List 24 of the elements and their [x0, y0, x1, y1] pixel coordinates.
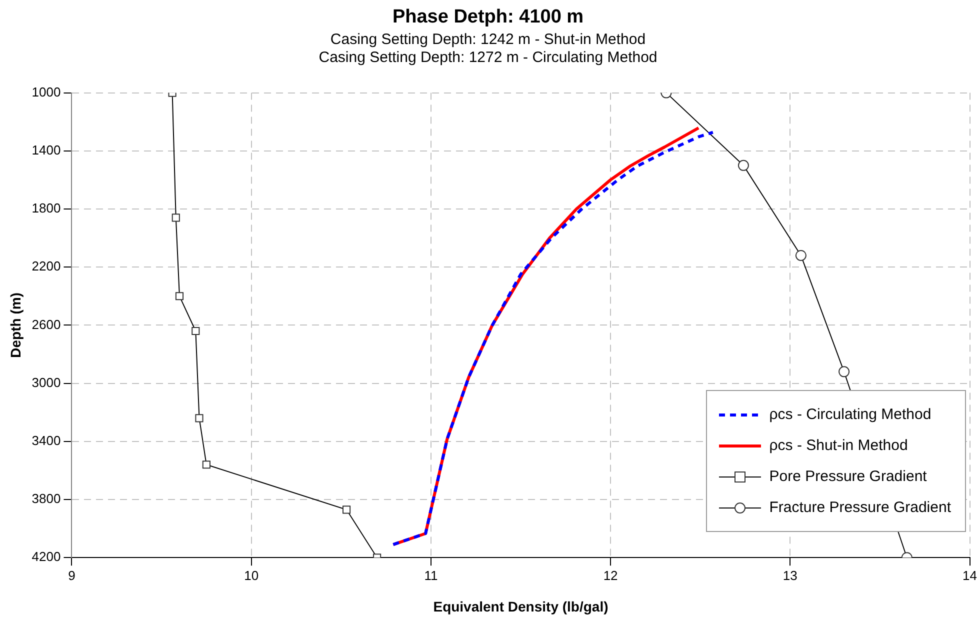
legend-label: ρcs - Circulating Method	[769, 406, 932, 423]
y-tick-label: 3000	[32, 374, 61, 390]
x-tick-label: 11	[424, 568, 438, 583]
x-tick-label: 9	[68, 568, 76, 583]
text: Casing Setting Depth: 1272 m - Circulating Method	[318, 48, 658, 66]
legend-label: Pore Pressure Gradient	[769, 468, 927, 485]
x-axis-title: Equivalent Density (lb/gal)	[433, 598, 608, 614]
chart-title: Phase Detph: 4100 m	[392, 6, 584, 28]
x-tick-label: 10	[244, 568, 259, 583]
text: Casing Setting Depth: 1242 m - Shut-in Method	[330, 30, 646, 48]
y-tick-label: 2600	[32, 316, 61, 332]
y-tick-label: 1400	[32, 142, 61, 158]
y-tick-label: 1000	[32, 84, 61, 100]
y-tick-label: 4200	[32, 549, 61, 564]
legend-label: Fracture Pressure Gradient	[769, 499, 951, 516]
x-tick-label: 14	[962, 568, 978, 583]
y-tick-label: 2200	[32, 258, 61, 274]
y-tick-label: 1800	[32, 200, 61, 216]
x-tick-label: 13	[782, 568, 798, 583]
y-tick-label: 3800	[32, 491, 61, 506]
legend-label: ρcs - Shut-in Method	[769, 437, 908, 454]
y-tick-label: 3400	[32, 432, 61, 448]
y-axis-title: Depth (m)	[7, 292, 24, 358]
x-tick-label: 12	[603, 568, 618, 583]
